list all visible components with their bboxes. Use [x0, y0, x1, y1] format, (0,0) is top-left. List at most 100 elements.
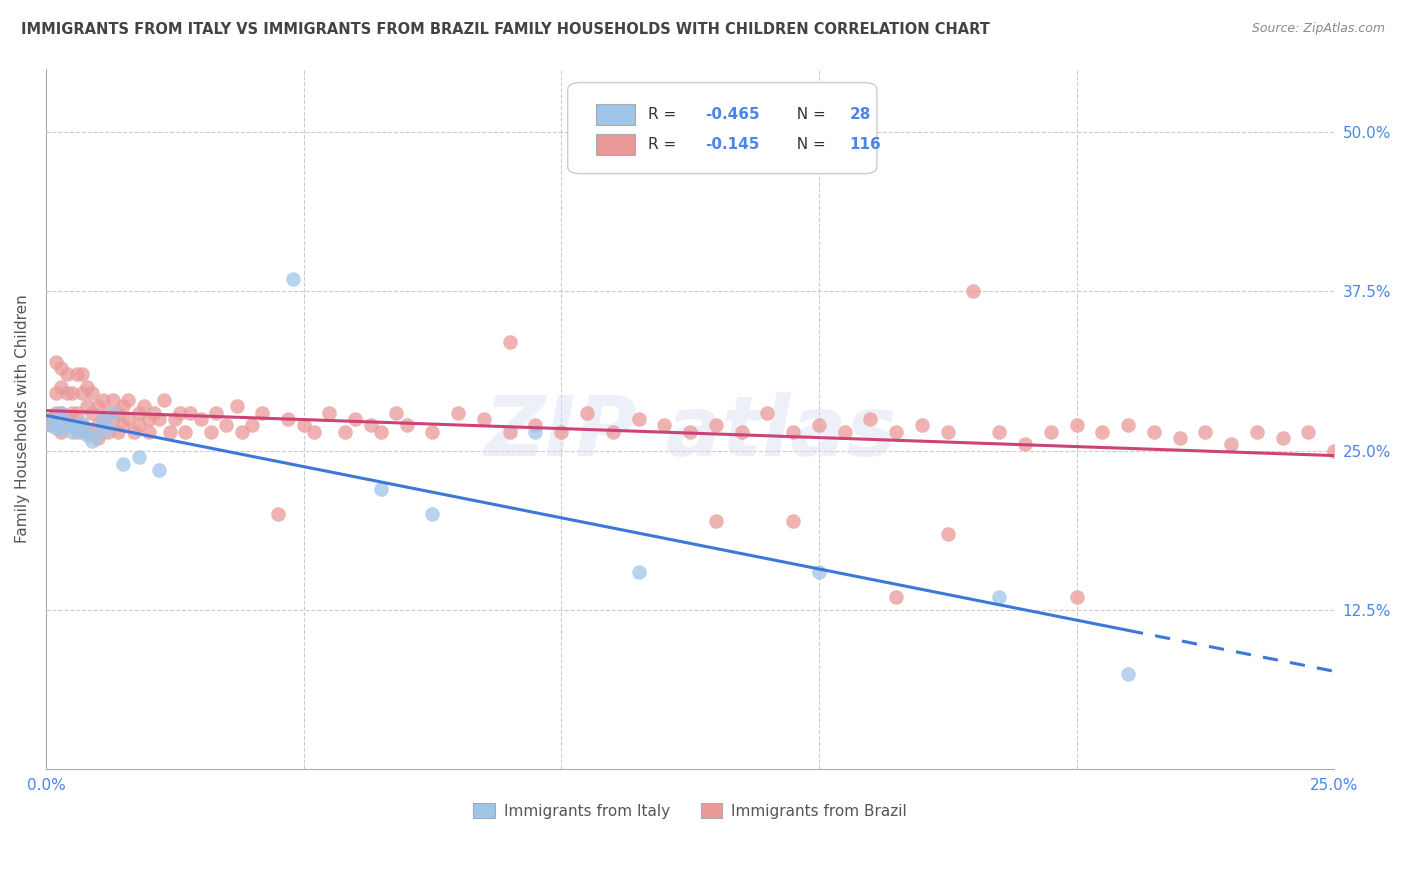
Point — [138, 425, 160, 439]
Point — [76, 428, 98, 442]
Point — [704, 514, 727, 528]
Point — [602, 425, 624, 439]
Point — [1271, 431, 1294, 445]
Text: 116: 116 — [849, 136, 882, 152]
Point — [122, 425, 145, 439]
Point — [524, 425, 547, 439]
Point — [252, 405, 274, 419]
Point — [70, 425, 93, 439]
Point — [86, 431, 108, 445]
Point — [962, 285, 984, 299]
Point — [45, 354, 67, 368]
Point — [834, 425, 856, 439]
Point — [60, 386, 83, 401]
Point — [97, 405, 120, 419]
Point — [385, 405, 408, 419]
Point — [91, 412, 114, 426]
Point — [395, 418, 418, 433]
Point — [756, 405, 779, 419]
Point — [148, 412, 170, 426]
Point — [988, 591, 1011, 605]
Point — [153, 392, 176, 407]
Point — [807, 418, 830, 433]
Point — [472, 412, 495, 426]
Point — [1066, 591, 1088, 605]
Point — [107, 425, 129, 439]
Point — [128, 450, 150, 464]
Point — [70, 418, 93, 433]
Point — [159, 425, 181, 439]
Point — [51, 405, 73, 419]
Point — [1168, 431, 1191, 445]
Point — [225, 399, 247, 413]
Text: Source: ZipAtlas.com: Source: ZipAtlas.com — [1251, 22, 1385, 36]
Point — [82, 405, 104, 419]
Text: N =: N = — [787, 106, 831, 121]
Point — [112, 399, 135, 413]
Point — [39, 418, 62, 433]
Point — [370, 425, 392, 439]
Point — [117, 392, 139, 407]
Point — [499, 335, 522, 350]
Point — [807, 565, 830, 579]
Point — [1246, 425, 1268, 439]
Point — [117, 412, 139, 426]
Point — [70, 386, 93, 401]
Point — [360, 418, 382, 433]
Point — [51, 425, 73, 439]
Point — [169, 405, 191, 419]
Point — [45, 412, 67, 426]
Point — [524, 418, 547, 433]
Point — [51, 405, 73, 419]
Point — [190, 412, 212, 426]
Point — [138, 412, 160, 426]
Y-axis label: Family Households with Children: Family Households with Children — [15, 294, 30, 543]
Point — [143, 405, 166, 419]
Point — [240, 418, 263, 433]
Point — [936, 526, 959, 541]
Point — [39, 412, 62, 426]
Point — [333, 425, 356, 439]
Point — [66, 405, 89, 419]
Text: ZIP atlas: ZIP atlas — [484, 392, 896, 474]
Point — [422, 425, 444, 439]
Point — [86, 418, 108, 433]
Point — [97, 425, 120, 439]
Point — [60, 418, 83, 433]
Point — [283, 272, 305, 286]
Point — [884, 425, 907, 439]
Point — [988, 425, 1011, 439]
Point — [215, 418, 238, 433]
Legend: Immigrants from Italy, Immigrants from Brazil: Immigrants from Italy, Immigrants from B… — [467, 797, 912, 825]
Point — [66, 425, 89, 439]
Point — [302, 425, 325, 439]
Point — [318, 405, 340, 419]
Point — [627, 412, 650, 426]
Text: -0.465: -0.465 — [706, 106, 761, 121]
Point — [782, 514, 804, 528]
Point — [163, 412, 186, 426]
Point — [1014, 437, 1036, 451]
Point — [101, 412, 124, 426]
Point — [179, 405, 201, 419]
Point — [82, 434, 104, 448]
Point — [45, 421, 67, 435]
Point — [76, 399, 98, 413]
Point — [627, 565, 650, 579]
Point — [370, 482, 392, 496]
Point — [936, 425, 959, 439]
Point — [60, 405, 83, 419]
Point — [499, 425, 522, 439]
Point — [704, 418, 727, 433]
Point — [82, 386, 104, 401]
Point — [70, 416, 93, 430]
Point — [101, 405, 124, 419]
Point — [447, 405, 470, 419]
Point — [97, 421, 120, 435]
Point — [128, 418, 150, 433]
Point — [55, 412, 77, 426]
Point — [76, 425, 98, 439]
Point — [128, 405, 150, 419]
Point — [292, 418, 315, 433]
Text: -0.145: -0.145 — [706, 136, 759, 152]
